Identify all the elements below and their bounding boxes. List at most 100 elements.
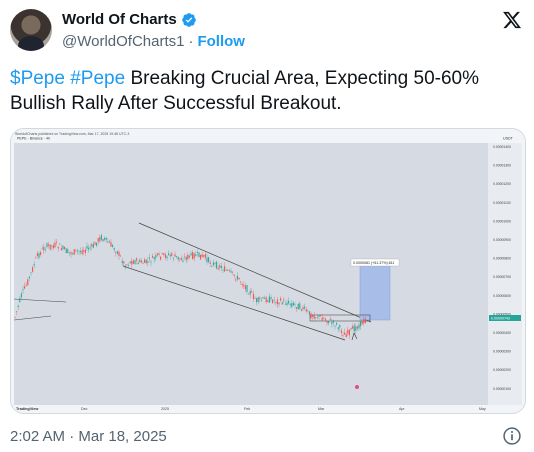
candle-body (24, 286, 26, 289)
candle-body (299, 303, 301, 309)
candle-body (89, 247, 91, 249)
candle-body (107, 241, 109, 243)
info-icon[interactable] (502, 426, 522, 446)
candle-body (246, 285, 248, 292)
tweet-text: $Pepe #Pepe Breaking Crucial Area, Expec… (10, 66, 522, 116)
candle-body (272, 299, 274, 304)
candle-body (120, 255, 122, 257)
candle-body (168, 253, 170, 255)
candle-body (262, 297, 264, 299)
candle-body (249, 290, 251, 295)
support-line-upper (13, 298, 67, 303)
y-tick-label: 0.00000300 (493, 350, 511, 354)
hashtag-pepe-cashtag[interactable]: $Pepe (10, 68, 65, 89)
candle-body (200, 254, 202, 260)
avatar[interactable] (10, 9, 52, 51)
wedge-upper-line (138, 222, 372, 323)
candle-body (48, 244, 50, 246)
candle-body (265, 297, 267, 303)
chart-image-canvas: WorldofCharts published on TradingView.c… (11, 129, 525, 413)
y-axis-ticks: 0.00001400 0.00001300 0.00001200 0.00001100… (493, 145, 511, 391)
candle-body (115, 252, 117, 254)
hashtag-pepe[interactable]: #Pepe (70, 68, 126, 89)
candle-body (214, 262, 216, 264)
candle-body (96, 242, 98, 246)
candle-body (92, 244, 94, 248)
candle-body (243, 285, 245, 287)
candle-body (324, 319, 326, 321)
candle-body (38, 253, 40, 258)
candle-body (344, 332, 346, 335)
candle-body (118, 251, 120, 257)
x-tick-label: May (479, 407, 486, 411)
candle-body (328, 321, 330, 324)
support-line-lower (13, 315, 52, 321)
candle-body (144, 259, 146, 263)
candle-body (233, 274, 235, 276)
candle-body (73, 249, 75, 255)
candle-body (356, 326, 358, 329)
candle-body (312, 315, 314, 317)
candle-body (227, 269, 229, 271)
candle-body (192, 252, 194, 260)
candle-body (193, 253, 195, 259)
candle-body (20, 293, 22, 298)
candle-body (128, 264, 130, 266)
candle-body (54, 242, 56, 248)
y-tick-label: 0.00000800 (493, 257, 511, 261)
candle-body (211, 266, 213, 267)
timestamp[interactable]: 2:02 AM · Mar 18, 2025 (10, 428, 167, 445)
candle-body (241, 283, 243, 286)
candle-body (240, 281, 242, 283)
candle-body (219, 265, 221, 268)
candle-body (32, 267, 34, 272)
candle-body (288, 300, 290, 304)
candle-body (27, 279, 29, 286)
candle-body (156, 253, 158, 256)
candle-body (132, 260, 134, 264)
candle-body (57, 246, 59, 249)
candle-body (179, 258, 181, 259)
candle-body (195, 254, 197, 257)
candle-body (201, 254, 203, 257)
candle-body (147, 261, 149, 263)
follow-button[interactable]: Follow (197, 33, 245, 50)
candle-body (198, 252, 200, 257)
chart-image[interactable]: WorldofCharts published on TradingView.c… (10, 128, 526, 414)
candle-body (275, 302, 277, 303)
target-label-box (350, 258, 400, 267)
display-name[interactable]: World Of Charts (62, 11, 177, 28)
candle-body (100, 235, 102, 240)
candle-body (17, 305, 19, 307)
candle-body (169, 254, 171, 257)
candle-body (228, 270, 230, 271)
candle-body (153, 257, 155, 260)
x-logo-icon[interactable] (502, 10, 522, 30)
candle-body (308, 311, 310, 315)
candle-body (59, 243, 61, 245)
current-price-text: 0.00000743 (491, 317, 510, 321)
candle-body (307, 310, 309, 312)
candle-body (225, 270, 227, 271)
candle-body (60, 248, 62, 251)
candle-body (238, 277, 240, 280)
candle-body (204, 254, 206, 258)
candle-body (116, 251, 118, 254)
candle-body (216, 261, 218, 269)
candle-body (280, 298, 282, 301)
candle-body (294, 304, 296, 305)
candle-body (81, 250, 83, 254)
candle-body (51, 245, 53, 247)
candle-body (252, 293, 254, 299)
candle-body (185, 256, 187, 261)
candle-body (260, 300, 262, 301)
x-tick-label: Mar (318, 407, 325, 411)
candle-body (190, 253, 192, 256)
chart-header-text: WorldofCharts published on TradingView.c… (15, 132, 129, 136)
candle-body (289, 303, 291, 305)
candle-body (276, 299, 278, 305)
candle-body (313, 315, 315, 319)
candle-body (113, 248, 115, 250)
handle[interactable]: @WorldOfCharts1 (62, 33, 185, 50)
candle-body (318, 314, 320, 317)
